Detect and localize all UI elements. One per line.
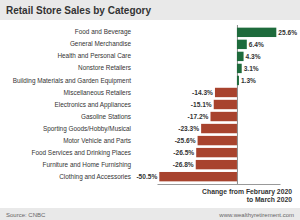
category-tick: General Merchandise <box>70 40 132 47</box>
category-label: Food Services and Drinking Places <box>32 149 131 157</box>
category-tick: Clothing and Accessories <box>59 173 131 181</box>
bar <box>237 52 244 61</box>
annotation-line: Change from February 2020 <box>202 188 292 196</box>
category-label: Gasoline Stations <box>81 113 131 120</box>
bar <box>237 28 276 37</box>
bar <box>159 172 237 181</box>
bar <box>237 76 239 85</box>
title-banner <box>0 0 300 20</box>
bar <box>214 100 237 109</box>
bar <box>201 124 237 133</box>
data-label: 6.4% <box>249 41 264 48</box>
annotation: Change from February 2020to March 2020 <box>202 188 292 203</box>
category-label: Motor Vehicle and Parts <box>63 137 131 144</box>
bar <box>237 40 247 49</box>
x-axis-line <box>158 184 281 185</box>
category-label: Electronics and Appliances <box>55 101 131 109</box>
category-label: Miscellaneous Retailers <box>64 89 132 96</box>
category-label: Building Materials and Garden Equipment <box>13 76 132 84</box>
data-label: -14.3% <box>192 89 213 96</box>
data-label: 1.3% <box>241 77 256 84</box>
category-label: Health and Personal Care <box>57 52 131 59</box>
category-tick: Sporting Goods/Hobby/Musical <box>43 125 131 133</box>
data-label: -15.1% <box>191 101 212 108</box>
category-tick: Building Materials and Garden Equipment <box>13 76 132 84</box>
bar <box>196 148 237 157</box>
data-labels: 25.6% 6.4% 4.3% 3.1% 1.3% -14.3% -15.1% -17.2% -… <box>136 29 297 180</box>
category-tick: Furniture and Home Furnishing <box>43 161 132 169</box>
data-label: -50.5% <box>136 173 157 180</box>
category-tick: Gasoline Stations <box>81 113 131 120</box>
category-tick: Health and Personal Care <box>57 52 131 59</box>
bar <box>198 136 237 145</box>
category-label: Sporting Goods/Hobby/Musical <box>43 125 131 133</box>
data-label: 3.1% <box>244 65 259 72</box>
x-axis <box>158 25 281 185</box>
footer-band <box>0 208 300 220</box>
category-tick: Food and Beverage <box>75 28 132 36</box>
credit: www.wealthyretirement.com <box>218 212 294 218</box>
category-tick: Nonstore Retailers <box>78 64 131 71</box>
data-label: 4.3% <box>246 53 261 60</box>
data-label: -17.2% <box>188 113 209 120</box>
category-axis: Food and Beverage General Merchandise Heal… <box>13 28 132 180</box>
category-tick: Miscellaneous Retailers <box>64 89 132 96</box>
category-tick: Electronics and Appliances <box>55 101 131 109</box>
category-tick: Food Services and Drinking Places <box>32 149 131 157</box>
bar <box>237 64 242 73</box>
category-label: Food and Beverage <box>75 28 132 36</box>
annotation-line: to March 2020 <box>247 196 293 203</box>
data-label: -26.8% <box>173 161 194 168</box>
data-label: -23.3% <box>178 125 199 132</box>
category-tick: Motor Vehicle and Parts <box>63 137 131 144</box>
category-label: General Merchandise <box>70 40 132 47</box>
bar <box>215 88 237 97</box>
bar <box>211 112 237 121</box>
bar <box>196 160 237 169</box>
title: Retail Store Sales by Category <box>6 5 151 16</box>
data-label: -26.5% <box>173 149 194 156</box>
chart: Retail Store Sales by Category 25.6% 6.4% 4… <box>0 0 300 220</box>
category-label: Nonstore Retailers <box>78 64 131 71</box>
data-label: 25.6% <box>278 29 297 36</box>
bars <box>159 28 276 182</box>
category-label: Furniture and Home Furnishing <box>43 161 132 169</box>
data-label: -25.6% <box>175 137 196 144</box>
source: Source: CNBC <box>6 212 46 218</box>
category-label: Clothing and Accessories <box>59 173 131 181</box>
